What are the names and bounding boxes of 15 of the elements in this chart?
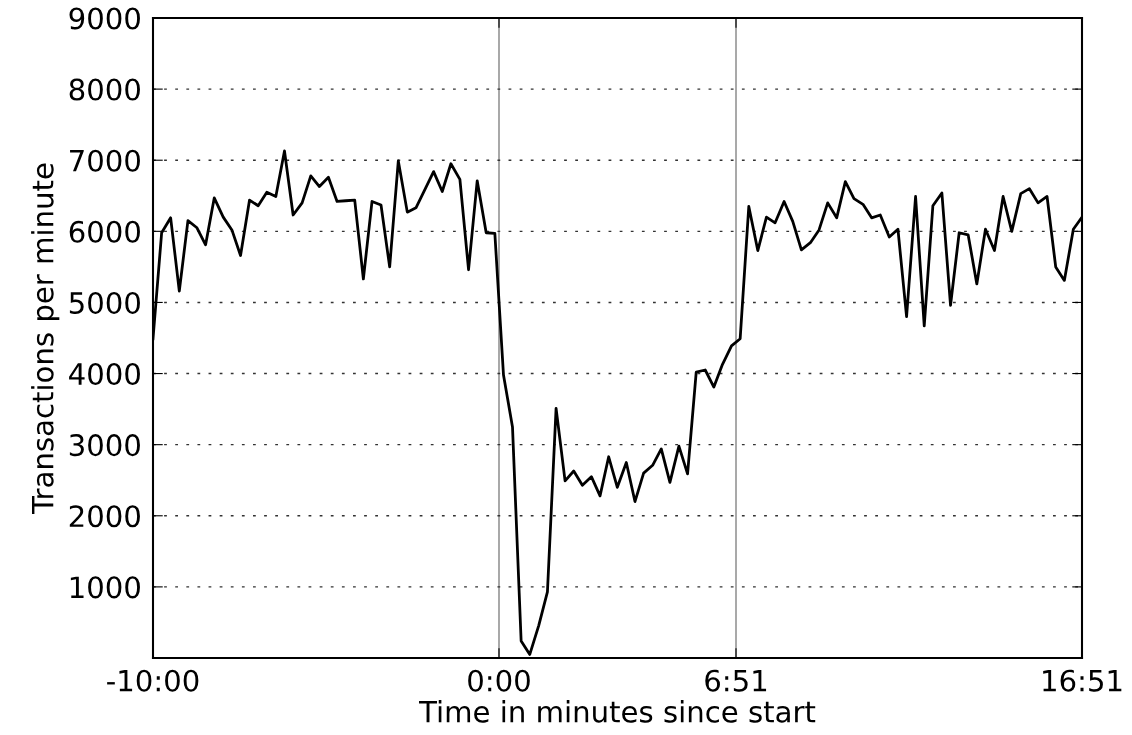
y-axis-title: Transactions per minute: [31, 163, 60, 515]
y-tick-label: 3000: [69, 434, 140, 457]
x-tick-label: 6:51: [705, 669, 767, 692]
x-tick-label: 16:51: [1043, 669, 1122, 692]
y-tick-label: 2000: [69, 505, 140, 528]
y-tick-label: 8000: [69, 78, 140, 101]
x-tick-label: 0:00: [468, 669, 530, 692]
y-tick-label: 9000: [69, 7, 140, 30]
y-tick-label: 7000: [70, 149, 140, 172]
x-axis-title: Time in minutes since start: [419, 700, 816, 723]
y-tick-label: 1000: [70, 576, 140, 599]
y-tick-label: 5000: [69, 291, 140, 314]
y-tick-label: 6000: [69, 220, 140, 243]
y-tick-label: 4000: [69, 362, 140, 386]
x-tick-label: -10:00: [107, 669, 199, 692]
